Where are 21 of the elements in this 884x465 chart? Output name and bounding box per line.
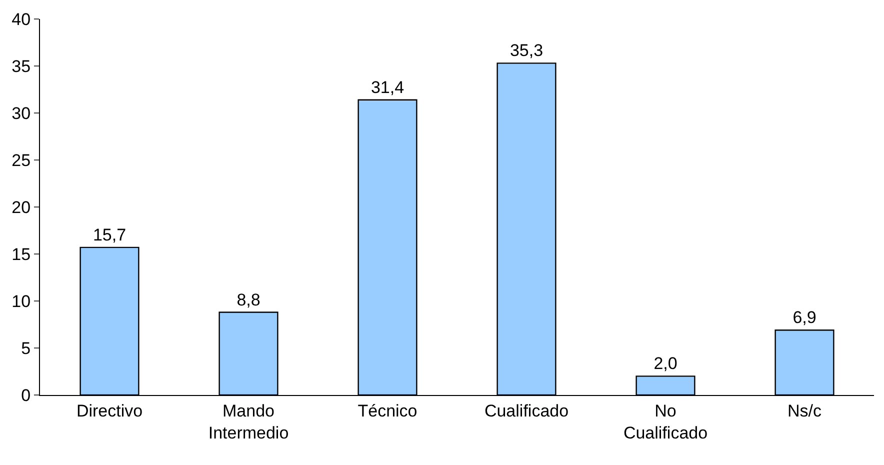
y-tick-label: 20 <box>12 198 31 217</box>
x-tick-label: Mando Intermedio <box>208 401 289 442</box>
x-tick-label: Cualificado <box>484 401 569 420</box>
y-tick-label: 10 <box>12 292 31 311</box>
x-tick-label: Directivo <box>76 401 143 420</box>
data-label: 35,3 <box>510 41 544 60</box>
data-label: 2,0 <box>654 354 678 374</box>
x-tick-label: No Cualificado <box>623 401 708 442</box>
data-label: 31,4 <box>370 78 404 97</box>
data-label: 8,8 <box>236 290 260 310</box>
x-tick-label: Ns/c <box>788 401 822 420</box>
y-tick-label: 15 <box>12 244 31 264</box>
y-tick-label: 0 <box>21 386 31 405</box>
data-label: 15,7 <box>92 225 126 244</box>
x-tick-label: Técnico <box>358 401 418 420</box>
y-tick-label: 35 <box>12 56 31 76</box>
y-tick-label: 25 <box>12 150 31 170</box>
y-tick-label: 40 <box>12 10 31 29</box>
y-tick-label: 5 <box>21 338 31 358</box>
y-tick-label: 30 <box>12 104 31 123</box>
data-label: 6,9 <box>792 308 816 328</box>
